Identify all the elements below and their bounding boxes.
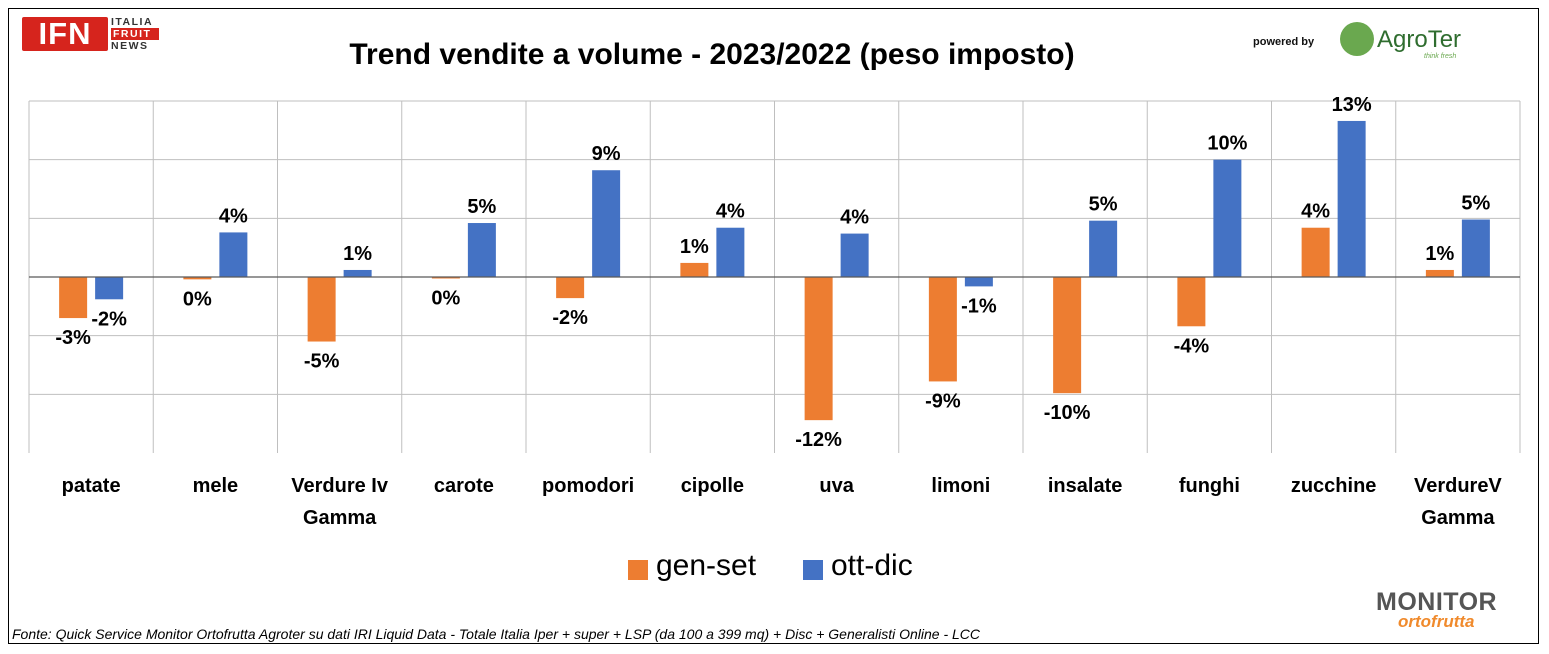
bar-ott-dic [1089, 220, 1118, 277]
category-label-line: mele [192, 475, 239, 497]
data-label: 1% [343, 243, 372, 265]
monitor-logo-bottom: ortofrutta [1398, 612, 1475, 631]
bar-gen-set [928, 277, 957, 382]
data-label: 5% [1461, 193, 1490, 215]
bar-gen-set [431, 277, 460, 279]
category-label: insalate [1023, 470, 1147, 502]
bar-ott-dic [592, 170, 621, 277]
data-label: -1% [961, 295, 997, 317]
data-label: 9% [592, 143, 621, 165]
agroter-name: AgroTer [1377, 26, 1462, 53]
data-label: 10% [1207, 133, 1247, 155]
data-label: 4% [1301, 201, 1330, 223]
data-label: -2% [552, 307, 588, 329]
data-label: 4% [840, 207, 869, 229]
bar-ott-dic [716, 227, 745, 277]
chart-frame [8, 8, 1539, 644]
category-label: uva [775, 470, 899, 502]
legend-swatch-gen-set [628, 560, 648, 580]
bar-gen-set [307, 277, 336, 342]
bar-ott-dic [95, 277, 124, 300]
data-label: -5% [304, 351, 340, 373]
category-label-line: pomodori [542, 475, 635, 497]
data-label: 1% [680, 236, 709, 258]
data-label: 0% [183, 288, 212, 310]
data-label: 5% [467, 196, 496, 218]
category-label-line: patate [61, 475, 121, 497]
category-label: pomodori [526, 470, 650, 502]
bar-gen-set [1301, 227, 1330, 277]
category-label-line: insalate [1047, 475, 1123, 497]
bar-ott-dic [1213, 159, 1242, 277]
data-label: -12% [795, 429, 842, 451]
category-label-line: Gamma [1421, 507, 1495, 529]
ifn-logo-line: ITALIA [111, 16, 154, 28]
category-label-line: zucchine [1290, 475, 1377, 497]
data-label: 4% [219, 205, 248, 227]
data-label: 13% [1332, 94, 1372, 116]
data-label: -3% [55, 327, 91, 349]
bar-ott-dic [1461, 219, 1490, 277]
powered-by-label: powered by [1253, 36, 1315, 48]
category-label-line: Verdure Iv [291, 475, 388, 497]
data-label: 5% [1089, 194, 1118, 216]
bar-gen-set [680, 262, 709, 277]
bar-ott-dic [964, 277, 993, 287]
legend-label-ott-dic: ott-dic [831, 549, 913, 582]
bar-gen-set [1425, 269, 1454, 277]
category-label-line: VerdureV [1413, 475, 1502, 497]
agroter-tagline: think fresh [1424, 53, 1457, 60]
category-label-line: funghi [1178, 475, 1240, 497]
data-label: -10% [1044, 402, 1091, 424]
bar-gen-set [1053, 277, 1082, 394]
bar-ott-dic [343, 269, 372, 277]
data-label: 1% [1425, 243, 1454, 265]
data-label: -9% [925, 390, 961, 412]
category-label: patate [29, 470, 153, 502]
category-label-line: limoni [931, 475, 991, 497]
category-label: Verdure Iv Gamma [278, 470, 402, 534]
ifn-logo-line: NEWS [111, 40, 149, 52]
source-note: Fonte: Quick Service Monitor Ortofrutta … [12, 626, 981, 642]
ifn-logo-subtitle: ITALIA FRUIT NEWS [111, 16, 171, 52]
legend-swatch-ott-dic [803, 560, 823, 580]
category-label-line: uva [819, 475, 854, 497]
data-label: -4% [1174, 335, 1210, 357]
category-label: zucchine [1272, 470, 1396, 502]
tree-icon [1340, 22, 1374, 56]
bar-ott-dic [219, 232, 248, 277]
bar-ott-dic [1337, 120, 1366, 278]
bar-ott-dic [840, 233, 869, 277]
data-label: 0% [431, 288, 460, 310]
category-label-line: carote [433, 475, 494, 497]
ifn-logo-mark: IFN [22, 17, 108, 51]
chart-title: Trend vendite a volume - 2023/2022 (peso… [349, 38, 1075, 71]
monitor-ortofrutta-logo: MONITOR ortofrutta [1376, 588, 1498, 631]
category-label-line: Gamma [302, 507, 377, 529]
bar-gen-set [59, 277, 88, 319]
data-label: 4% [716, 201, 745, 223]
category-label: cipolle [650, 470, 774, 502]
bar-gen-set [1177, 277, 1206, 327]
bar-gen-set [804, 277, 833, 421]
category-label: limoni [899, 470, 1023, 502]
bar-gen-set [183, 277, 212, 280]
legend-label-gen-set: gen-set [656, 549, 757, 582]
data-label: -2% [91, 308, 127, 330]
ifn-logo-line: FRUIT [111, 28, 159, 40]
category-label: mele [153, 470, 277, 502]
category-label-line: cipolle [680, 475, 745, 497]
category-label: funghi [1147, 470, 1271, 502]
bar-gen-set [556, 277, 585, 299]
monitor-logo-top: MONITOR [1376, 588, 1498, 616]
bar-ott-dic [467, 223, 496, 277]
category-label: carote [402, 470, 526, 502]
category-label: VerdureV Gamma [1396, 470, 1520, 534]
